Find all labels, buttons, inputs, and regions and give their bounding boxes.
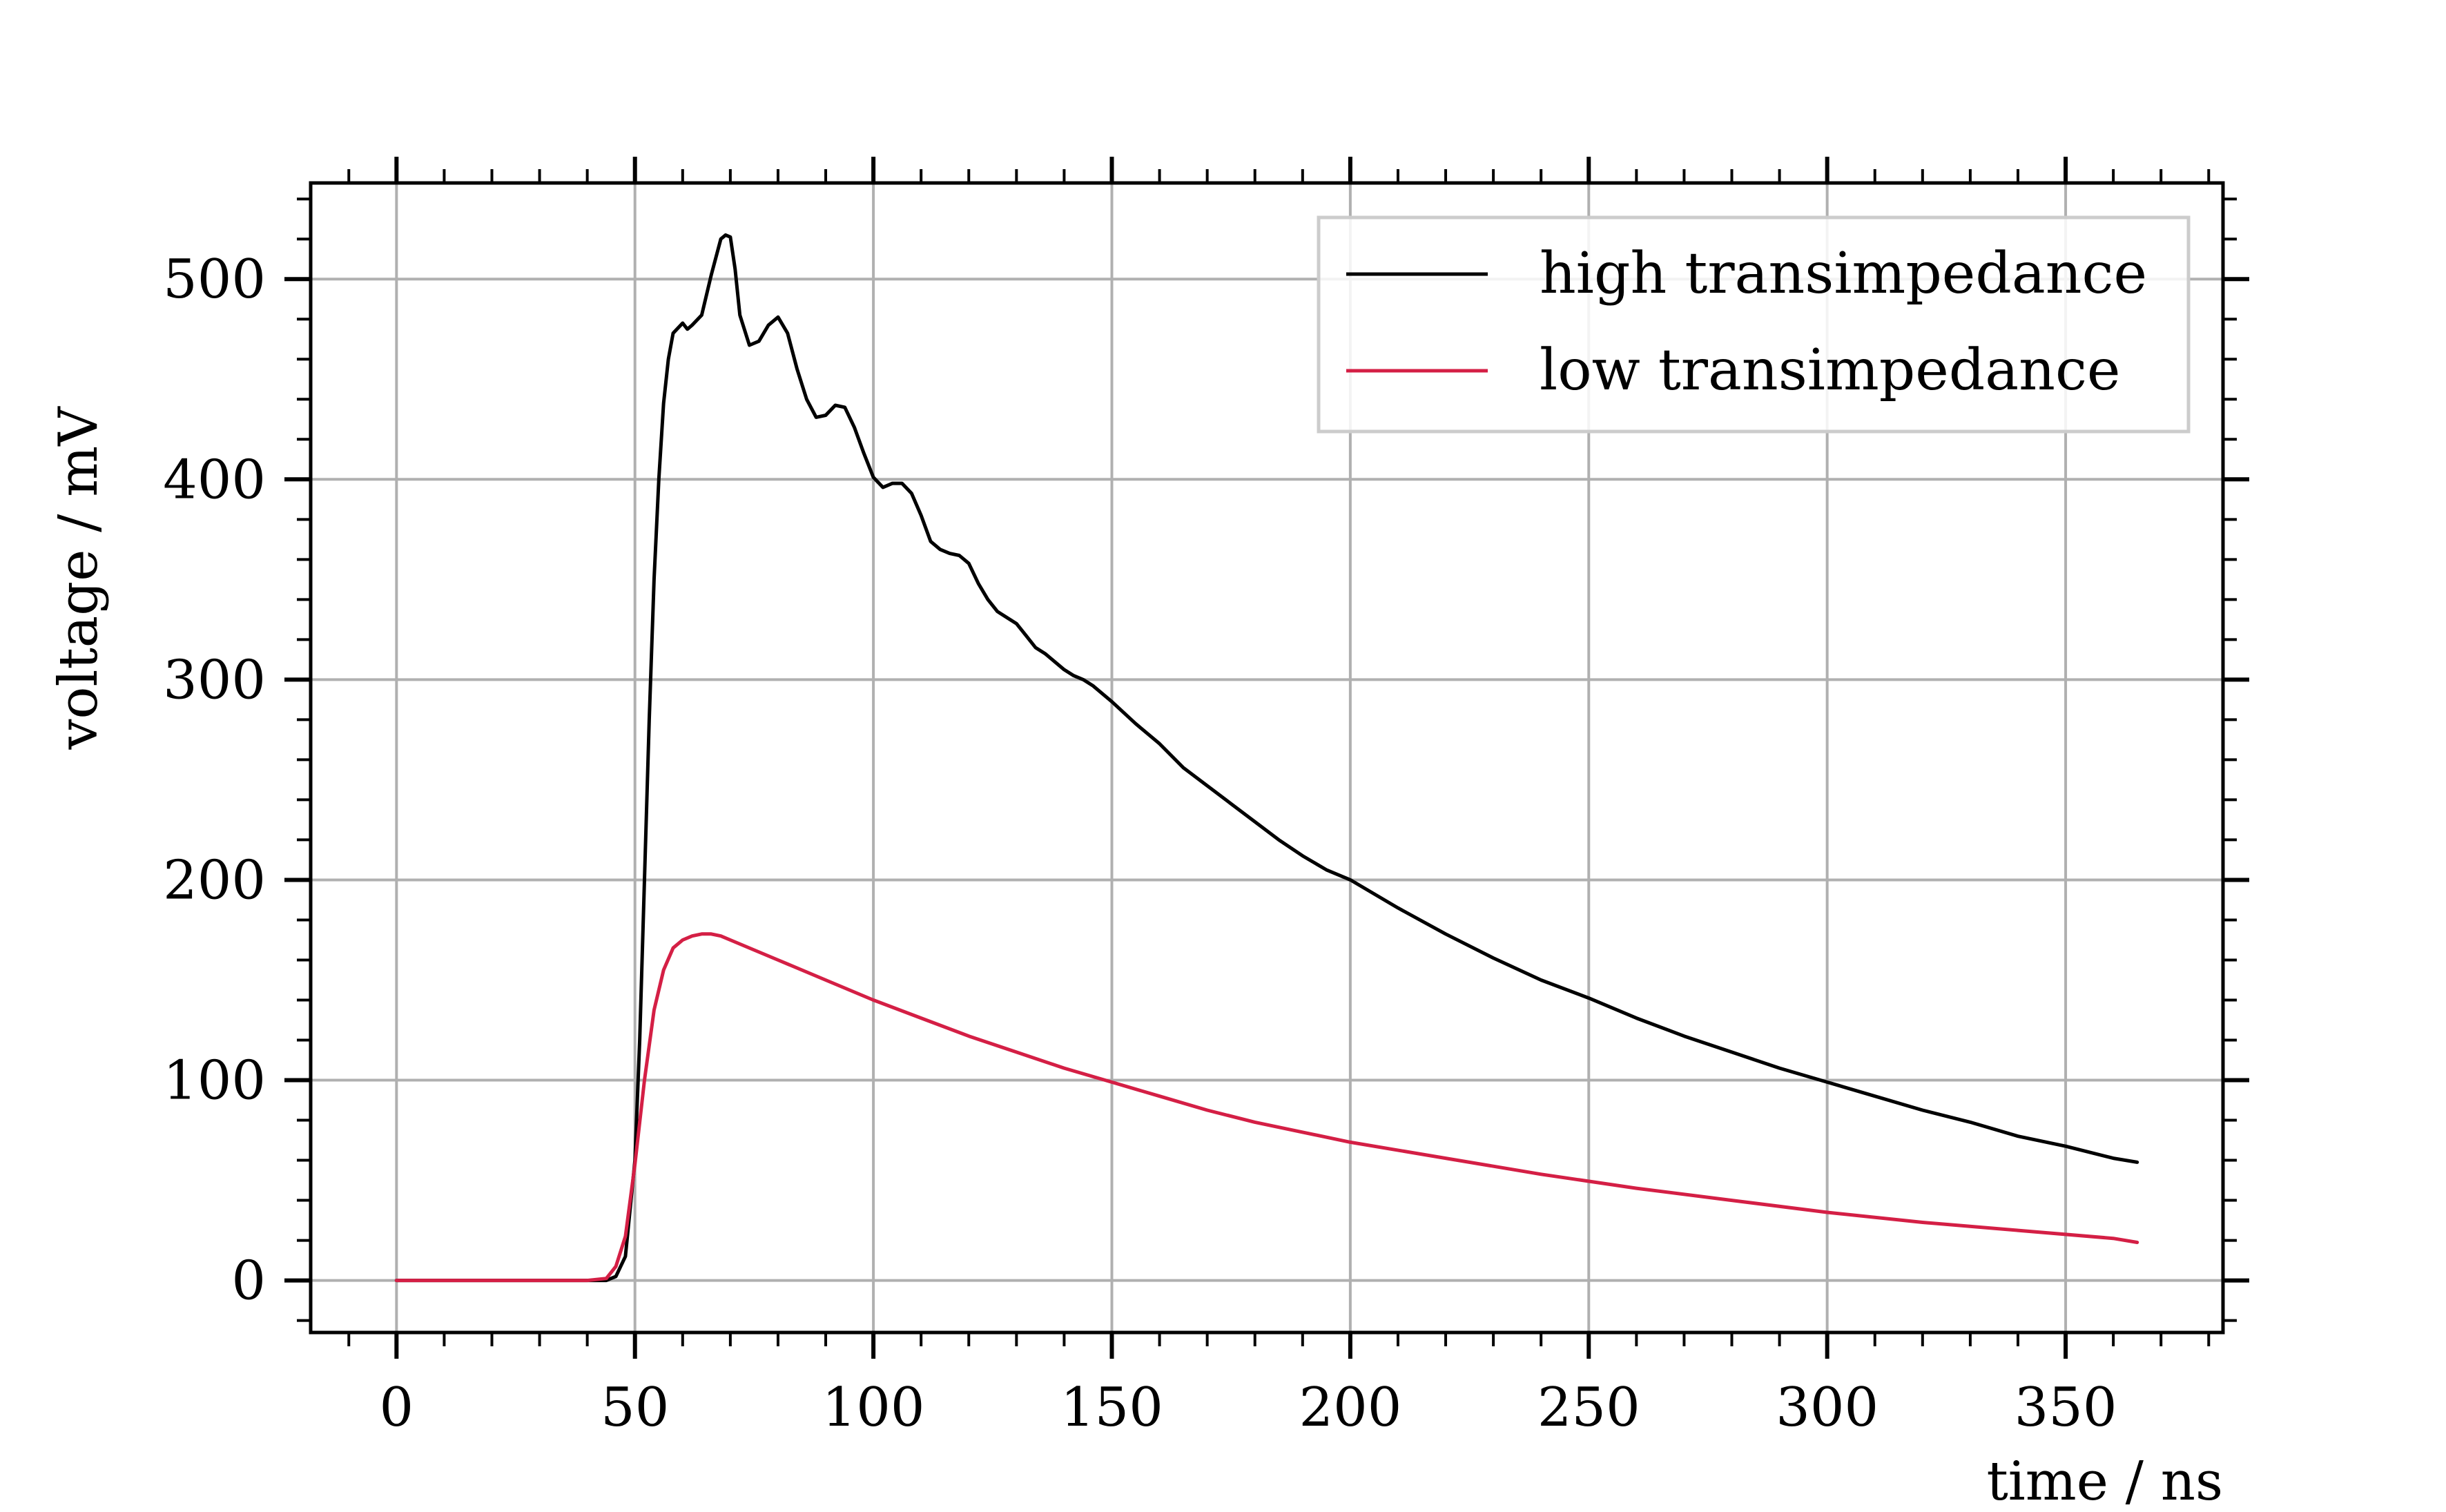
x-axis-label: time / ns <box>1986 1451 2223 1512</box>
series-line-high-transimpedance <box>394 233 2139 1283</box>
legend-label-low-transimpedance: low transimpedance <box>1540 338 2120 403</box>
x-tick-label-0: 0 <box>380 1377 414 1439</box>
x-tick-label-350: 350 <box>2015 1377 2117 1439</box>
legend: high transimpedance low transimpedance <box>1317 215 2191 434</box>
x-tick-label-200: 200 <box>1299 1377 1401 1439</box>
plot-frame <box>309 181 2225 1335</box>
x-tick-label-250: 250 <box>1537 1377 1640 1439</box>
tick-labels: 0 50 100 150 200 250 300 350 0 100 200 300 400 500 <box>163 249 2117 1439</box>
x-tick-label-300: 300 <box>1776 1377 1879 1439</box>
ticks <box>284 157 2249 1359</box>
x-tick-label-50: 50 <box>601 1377 669 1439</box>
series-line-low-transimpedance <box>394 932 2139 1283</box>
y-tick-label-200: 200 <box>163 849 266 911</box>
y-tick-label-0: 0 <box>231 1250 266 1312</box>
series-layer <box>394 233 2139 1283</box>
y-tick-label-500: 500 <box>163 249 266 311</box>
y-axis-label: voltage / mV <box>48 406 110 750</box>
y-tick-label-100: 100 <box>163 1050 266 1112</box>
y-tick-label-400: 400 <box>163 449 266 511</box>
y-tick-label-300: 300 <box>163 649 266 711</box>
legend-box <box>1317 215 2191 434</box>
legend-label-high-transimpedance: high transimpedance <box>1540 241 2147 307</box>
x-tick-label-100: 100 <box>822 1377 925 1439</box>
x-tick-label-150: 150 <box>1060 1377 1163 1439</box>
